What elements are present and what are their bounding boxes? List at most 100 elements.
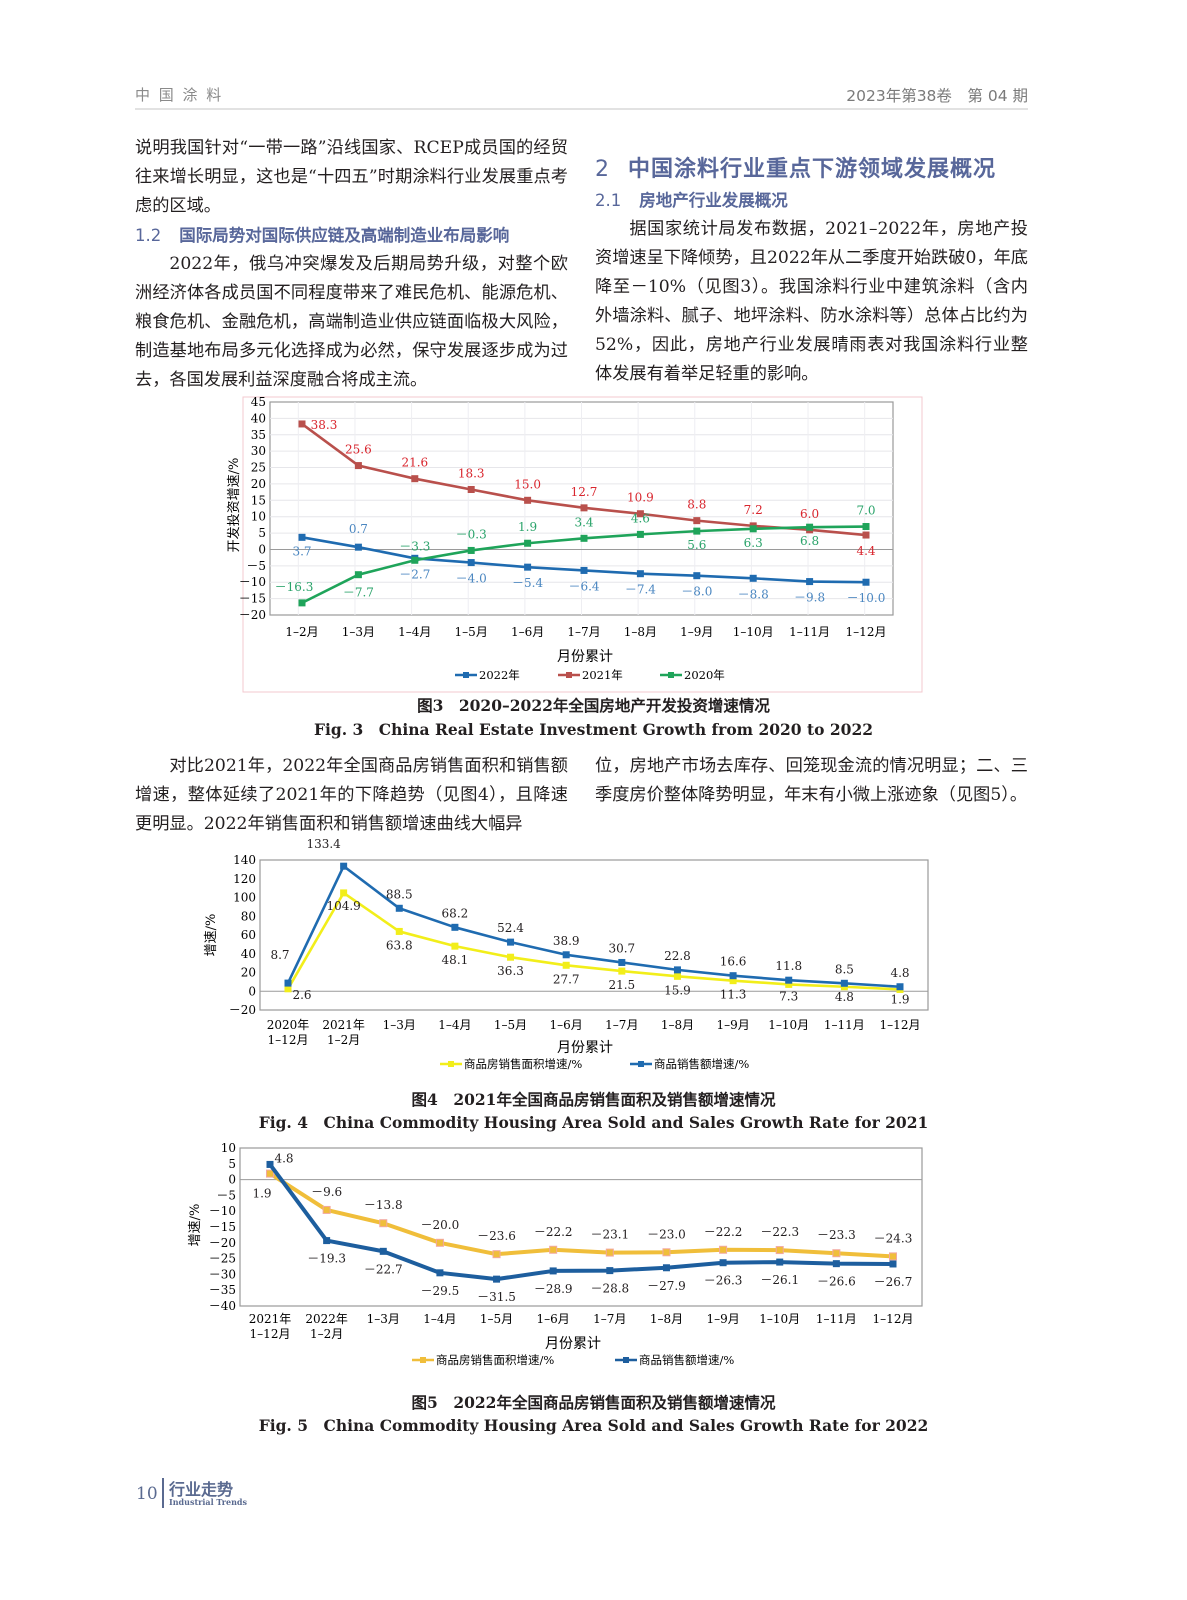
data-label: 15.0 [514,477,541,491]
legend-label: 2020年 [684,668,725,682]
data-label: 4.8 [274,1151,293,1165]
legend-marker [463,672,469,678]
page-number: 10 [136,1484,158,1504]
data-label: －9.6 [311,1185,342,1199]
data-label: －23.1 [590,1228,629,1242]
data-label: －7.7 [343,586,374,600]
data-point [322,1205,331,1214]
footer-section-en: Industrial Trends [169,1497,248,1507]
x-tick-label: 1–10月 [768,1018,809,1032]
y-tick-label: 20 [251,477,266,491]
x-tick-label: 1–9月 [680,625,713,639]
legend-label: 2022年 [479,668,520,682]
data-label: 6.3 [744,536,763,550]
x-tick-label: 1–12月 [873,1312,914,1326]
data-point [618,958,626,966]
data-label: －22.3 [760,1225,799,1239]
data-label: 0.7 [349,522,368,536]
legend-marker [623,1357,629,1363]
data-point [451,942,459,950]
data-label: 6.0 [800,507,819,521]
x-tick-label: 1–10月 [759,1312,800,1326]
data-point [266,1169,274,1178]
x-tick-label: 1–11月 [824,1018,865,1032]
series-line-0 [268,1171,894,1259]
data-label: 1.9 [518,520,537,534]
data-label: 21.6 [401,456,428,470]
x-tick-label: 1–8月 [661,1018,694,1032]
paragraph: 对比2021年，2022年全国商品房销售面积和销售额增速，整体延续了2021年的… [135,756,568,834]
data-point [298,599,306,607]
data-label: －28.9 [534,1282,573,1296]
issue-info: 2023年第38卷 第 04 期 [846,87,1028,105]
y-tick-label: 15 [251,493,266,507]
y-tick-label: 30 [251,444,266,458]
data-point [492,1250,501,1259]
data-label: 12.7 [571,485,598,499]
x-tick-label: 1–3月 [367,1312,400,1326]
x-tick-label: 1–8月 [650,1312,683,1326]
data-label: －4.0 [456,572,487,586]
y-tick-label: 140 [233,853,256,867]
data-point [298,420,306,428]
x-tick-label: 1–6月 [511,625,544,639]
data-label: 5.6 [687,538,706,552]
section-title: 国际局势对国际供应链及高端制造业布局影响 [179,226,510,245]
y-tick-label: 10 [221,1141,236,1155]
legend-label: 商品房销售面积增速/% [464,1057,582,1071]
y-tick-label: －30 [209,1267,236,1281]
legend-label: 商品房销售面积增速/% [436,1353,554,1367]
data-label: 4.4 [856,544,875,558]
data-label: 104.9 [326,899,360,913]
y-tick-label: －15 [239,592,266,606]
data-label: －2.7 [399,567,430,581]
data-label: －9.8 [794,591,825,605]
data-point [379,1219,388,1228]
x-tick-label: 1–8月 [624,625,657,639]
y-tick-label: 0 [258,542,266,556]
x-tick-label: 1–10月 [733,625,774,639]
data-point [636,570,644,578]
figure-5-caption-cn: 图5 2022年全国商品房销售面积及销售额增速情况 [411,1393,776,1412]
data-label: 4.8 [890,966,909,980]
data-point [411,556,419,564]
data-label: －26.7 [874,1275,913,1289]
data-label: －20.0 [421,1218,460,1232]
y-tick-label: 0 [228,1173,236,1187]
data-point [806,578,814,586]
data-point [749,574,757,582]
x-axis-label: 月份累计 [557,1040,613,1056]
data-point [662,1264,670,1272]
data-point [889,1252,897,1261]
data-label: －8.0 [681,585,712,599]
data-point [395,904,403,912]
data-point [435,1238,444,1247]
data-point [580,534,588,542]
data-point [562,961,570,969]
x-tick-label: 1–5月 [455,625,488,639]
section-heading-2-1: 2.1 房地产行业发展概况 [595,186,1028,215]
x-tick-label: 1–4月 [398,625,431,639]
data-point [467,559,475,567]
data-point [549,1245,558,1254]
data-point [354,571,362,579]
data-label: 48.1 [442,953,469,967]
data-point [395,927,403,935]
data-point [284,985,292,993]
data-point [636,530,644,538]
data-point [323,1237,331,1245]
data-point [896,983,904,991]
x-tick-label: 2022年 [305,1312,348,1326]
x-tick-label: 1–3月 [383,1018,416,1032]
footer-section: 行业走势 [169,1480,234,1499]
paragraph: 位，房地产市场去库存、回笼现金流的情况明显；二、三季度房价整体降势明显，年末有小… [595,756,1028,805]
y-tick-label: 35 [251,428,266,442]
data-point [693,527,701,535]
data-point [467,485,475,493]
legend-marker [420,1357,426,1363]
data-point [889,1260,897,1268]
data-point [340,889,348,897]
y-tick-label: 45 [251,395,266,409]
data-label: 7.0 [856,504,875,518]
